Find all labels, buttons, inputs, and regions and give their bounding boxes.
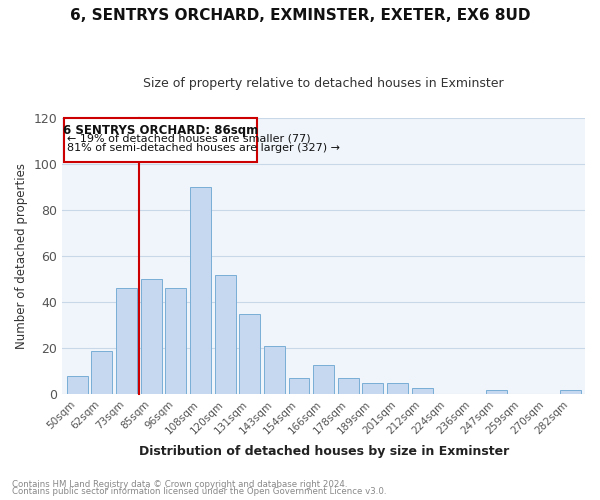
Text: Contains public sector information licensed under the Open Government Licence v3: Contains public sector information licen… <box>12 487 386 496</box>
Bar <box>140 280 161 394</box>
Bar <box>264 346 285 395</box>
Bar <box>165 288 186 395</box>
X-axis label: Distribution of detached houses by size in Exminster: Distribution of detached houses by size … <box>139 444 509 458</box>
Bar <box>91 350 112 395</box>
Bar <box>64 118 257 162</box>
Bar <box>486 390 507 394</box>
Bar <box>412 388 433 394</box>
Text: 6 SENTRYS ORCHARD: 86sqm: 6 SENTRYS ORCHARD: 86sqm <box>62 124 258 137</box>
Bar <box>190 187 211 394</box>
Bar <box>313 364 334 394</box>
Text: 81% of semi-detached houses are larger (327) →: 81% of semi-detached houses are larger (… <box>67 144 340 154</box>
Bar <box>116 288 137 395</box>
Text: Contains HM Land Registry data © Crown copyright and database right 2024.: Contains HM Land Registry data © Crown c… <box>12 480 347 489</box>
Bar <box>560 390 581 394</box>
Bar <box>387 383 408 394</box>
Bar <box>239 314 260 394</box>
Bar <box>362 383 383 394</box>
Y-axis label: Number of detached properties: Number of detached properties <box>15 164 28 350</box>
Text: 6, SENTRYS ORCHARD, EXMINSTER, EXETER, EX6 8UD: 6, SENTRYS ORCHARD, EXMINSTER, EXETER, E… <box>70 8 530 22</box>
Bar <box>67 376 88 394</box>
Text: ← 19% of detached houses are smaller (77): ← 19% of detached houses are smaller (77… <box>67 133 311 143</box>
Title: Size of property relative to detached houses in Exminster: Size of property relative to detached ho… <box>143 78 504 90</box>
Bar <box>215 274 236 394</box>
Bar <box>338 378 359 394</box>
Bar <box>289 378 310 394</box>
